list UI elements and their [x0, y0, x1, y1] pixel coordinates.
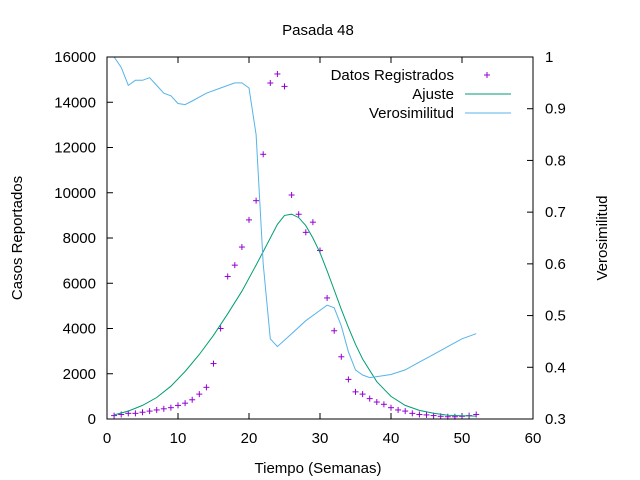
data-point [388, 404, 394, 411]
x-tick-label: 50 [454, 430, 471, 447]
y2-axis-label: Verosimilitud [594, 195, 611, 280]
chart-title: Pasada 48 [282, 22, 354, 39]
y-tick-label: 4000 [63, 321, 96, 338]
y2-tick-label: 0.9 [545, 101, 566, 118]
y-tick-label: 8000 [63, 230, 96, 247]
data-point [210, 360, 217, 367]
x-tick-label: 40 [383, 430, 400, 447]
data-point [231, 262, 238, 269]
data-point [302, 229, 309, 236]
y-tick-label: 10000 [54, 185, 96, 202]
x-axis-label: Tiempo (Semanas) [255, 460, 382, 477]
data-point [260, 151, 267, 158]
series-layer [111, 57, 480, 420]
data-point [359, 391, 366, 398]
data-point [295, 211, 302, 218]
data-point [345, 376, 352, 383]
data-point [409, 410, 416, 417]
data-point [402, 408, 409, 415]
data-point [139, 409, 146, 416]
series-line-ajuste [113, 213, 477, 417]
axis-ticks: 0 10 20 30 40 50 60 0 2000 4000 6000 8000 10000 12000… [54, 49, 566, 447]
y-tick-label: 2000 [63, 366, 96, 383]
data-point [217, 325, 224, 332]
data-point [274, 70, 281, 77]
legend-label: Datos Registrados [331, 67, 454, 84]
x-tick-label: 30 [312, 430, 329, 447]
data-point [196, 391, 203, 398]
data-point [153, 406, 160, 413]
data-point [246, 216, 252, 223]
data-point [416, 411, 423, 418]
y-tick-label: 6000 [63, 275, 96, 292]
data-point [118, 411, 125, 418]
data-point [111, 412, 118, 419]
data-point [373, 399, 380, 406]
y2-tick-label: 0.7 [545, 204, 566, 221]
data-point [423, 411, 430, 418]
y-tick-label: 0 [88, 411, 96, 428]
data-point [324, 294, 331, 301]
y-tick-label: 12000 [54, 140, 96, 157]
y2-tick-label: 1 [545, 49, 553, 66]
y2-tick-label: 0.8 [545, 152, 566, 169]
legend-label: Verosimilitud [369, 105, 454, 122]
data-point [338, 353, 345, 360]
data-point [366, 395, 373, 402]
y-axis-label: Casos Reportados [9, 176, 26, 300]
y-tick-label: 14000 [54, 94, 96, 111]
legend-label: Ajuste [412, 86, 454, 103]
series-line-verosimilitud [113, 57, 477, 379]
x-tick-label: 60 [525, 430, 542, 447]
data-point [473, 411, 480, 418]
data-point [288, 192, 295, 199]
data-point [395, 406, 402, 413]
data-point [146, 408, 153, 415]
legend: Datos Registrados Ajuste Verosimilitud [331, 67, 511, 122]
x-tick-label: 0 [103, 430, 111, 447]
data-point [175, 402, 181, 409]
data-point [331, 327, 338, 334]
x-tick-label: 10 [170, 430, 187, 447]
y-tick-label: 16000 [54, 49, 96, 66]
data-point [203, 384, 210, 391]
data-point [167, 404, 174, 411]
y2-tick-label: 0.4 [545, 359, 566, 376]
y2-tick-label: 0.6 [545, 256, 566, 273]
data-point [132, 410, 139, 417]
x-tick-label: 20 [241, 430, 258, 447]
data-point [281, 83, 288, 90]
data-point [253, 197, 260, 204]
data-point [224, 273, 231, 280]
data-point [352, 388, 359, 395]
data-point [238, 244, 245, 251]
data-point [267, 80, 274, 87]
data-point [182, 400, 189, 407]
data-point [189, 396, 196, 403]
y2-tick-label: 0.5 [545, 308, 566, 325]
data-point [380, 401, 387, 408]
y2-tick-label: 0.3 [545, 411, 566, 428]
plot-frame [106, 56, 534, 420]
data-point [160, 405, 167, 412]
data-point [309, 219, 316, 226]
